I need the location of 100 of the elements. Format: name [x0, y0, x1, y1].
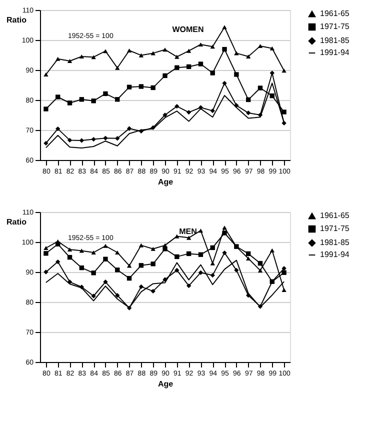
- point: [174, 234, 180, 238]
- point: [210, 70, 215, 76]
- point: [162, 277, 168, 282]
- point: [174, 104, 180, 109]
- point: [270, 46, 274, 50]
- point: [198, 228, 204, 233]
- point: [186, 64, 192, 70]
- point: [222, 250, 227, 256]
- x-axis-title: Age: [158, 380, 174, 388]
- point: [258, 86, 263, 90]
- text: MEN: [179, 227, 198, 236]
- point: [282, 288, 286, 292]
- point: [210, 261, 215, 266]
- legend-label: 1991-94: [320, 250, 350, 259]
- point: [186, 110, 192, 115]
- point: [210, 44, 215, 49]
- legend-label: 1991-94: [320, 48, 350, 57]
- point: [246, 110, 251, 116]
- point: [222, 226, 227, 230]
- y-axis-title: Ratio: [6, 16, 27, 24]
- point: [126, 84, 132, 90]
- point: [270, 93, 274, 98]
- point: [103, 49, 108, 54]
- point: [67, 280, 72, 284]
- point: [138, 284, 144, 290]
- point: [162, 112, 168, 118]
- point: [162, 73, 168, 78]
- point: [126, 126, 132, 131]
- point: [210, 245, 215, 250]
- point: [162, 48, 168, 52]
- point: [91, 55, 96, 60]
- legend-label: 1961-65: [320, 9, 350, 18]
- point: [91, 136, 96, 142]
- point: [67, 58, 72, 64]
- point: [150, 85, 156, 90]
- point: [150, 288, 156, 294]
- point: [258, 112, 263, 118]
- point: [174, 65, 180, 70]
- point: [126, 264, 132, 268]
- point: [44, 72, 48, 77]
- point: [126, 306, 132, 310]
- point: [56, 259, 60, 264]
- point: [91, 270, 96, 276]
- point: [126, 48, 132, 53]
- point: [91, 294, 96, 298]
- point: [126, 276, 132, 281]
- point: [246, 54, 251, 59]
- point: [115, 250, 120, 255]
- legend-label: 1971-75: [320, 224, 350, 233]
- point: [270, 70, 274, 76]
- point: [103, 256, 108, 262]
- legend-label: 1961-65: [320, 211, 350, 220]
- point: [198, 270, 204, 275]
- point: [282, 270, 286, 275]
- legend-label: 1981-85: [320, 238, 350, 247]
- point: [67, 138, 72, 143]
- point: [186, 251, 192, 256]
- point: [282, 266, 286, 271]
- point: [91, 250, 96, 255]
- point: [115, 66, 120, 70]
- point: [138, 263, 144, 268]
- point: [79, 265, 84, 270]
- point: [174, 268, 180, 273]
- point: [222, 230, 227, 236]
- point: [210, 108, 215, 114]
- point: [44, 270, 48, 274]
- point: [198, 105, 204, 110]
- point: [174, 254, 180, 260]
- point: [198, 252, 204, 257]
- point: [246, 97, 251, 102]
- point: [186, 236, 192, 240]
- point: [186, 48, 192, 53]
- legend-label: 1981-85: [320, 36, 350, 45]
- point: [103, 244, 108, 248]
- point: [282, 120, 286, 126]
- point: [79, 138, 84, 143]
- point: [79, 97, 84, 102]
- point: [56, 242, 60, 246]
- point: [115, 268, 120, 272]
- point: [103, 91, 108, 96]
- point: [210, 272, 215, 278]
- point: [198, 62, 204, 66]
- text: WOMEN: [172, 25, 204, 34]
- point: [79, 284, 84, 290]
- point: [222, 46, 227, 52]
- point: [103, 136, 108, 140]
- point: [138, 53, 144, 58]
- point: [282, 68, 286, 73]
- point: [246, 293, 251, 298]
- point: [138, 84, 144, 89]
- point: [150, 246, 156, 251]
- point: [234, 268, 239, 273]
- point: [67, 247, 72, 252]
- point: [258, 44, 263, 48]
- point: [234, 103, 239, 108]
- point: [44, 246, 48, 250]
- point: [162, 246, 168, 252]
- point: [91, 98, 96, 104]
- point: [150, 262, 156, 266]
- point: [282, 110, 286, 114]
